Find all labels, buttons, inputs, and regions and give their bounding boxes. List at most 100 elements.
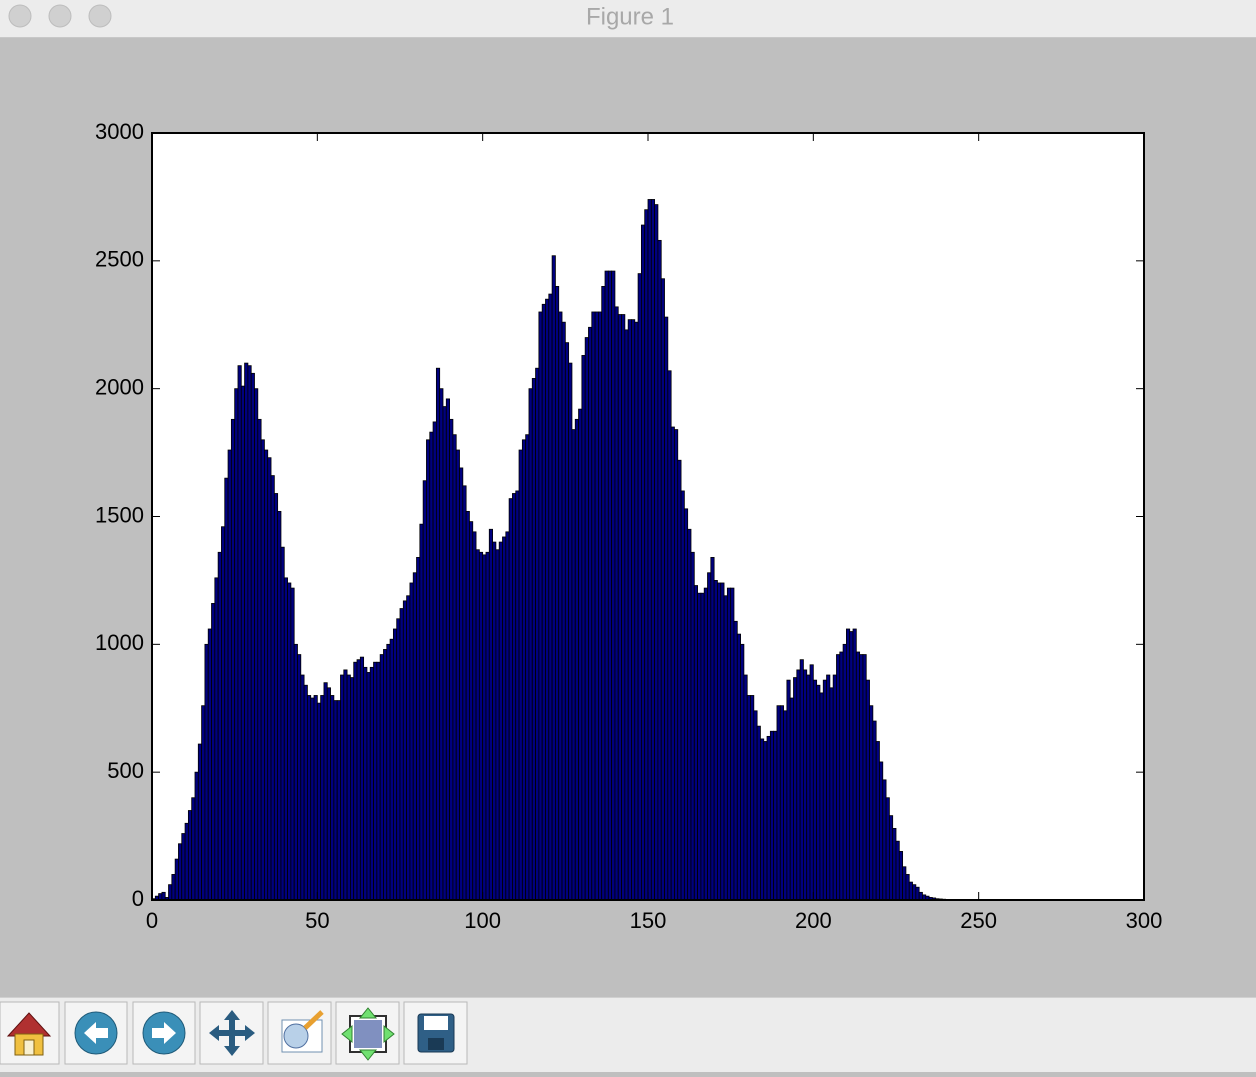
- bar: [354, 662, 357, 900]
- bar: [840, 652, 843, 900]
- bar: [466, 511, 469, 900]
- bar: [314, 695, 317, 900]
- x-tick-label: 50: [305, 908, 329, 933]
- bar: [694, 586, 697, 900]
- bar: [370, 667, 373, 900]
- bar: [658, 240, 661, 900]
- bar: [793, 678, 796, 900]
- bar: [281, 547, 284, 900]
- bar: [258, 419, 261, 900]
- bar: [810, 665, 813, 900]
- bar: [760, 739, 763, 900]
- bar: [582, 355, 585, 900]
- bar: [572, 430, 575, 900]
- bar: [483, 555, 486, 900]
- bar: [879, 762, 882, 900]
- bar: [506, 532, 509, 900]
- bar: [496, 550, 499, 900]
- bar: [413, 573, 416, 900]
- bar: [575, 419, 578, 900]
- bar: [602, 286, 605, 900]
- zoom-button[interactable]: [89, 5, 111, 27]
- bar: [274, 493, 277, 900]
- bar: [202, 706, 205, 900]
- y-tick-label: 1000: [95, 630, 144, 655]
- bar: [327, 688, 330, 900]
- bar: [873, 721, 876, 900]
- window-title: Figure 1: [586, 3, 674, 30]
- save-button[interactable]: [404, 1002, 467, 1064]
- configure-button[interactable]: [336, 1002, 399, 1064]
- bar: [711, 557, 714, 900]
- bar: [162, 892, 165, 900]
- bar: [893, 828, 896, 900]
- bar: [407, 596, 410, 900]
- pan-button[interactable]: [200, 1002, 263, 1064]
- bar: [853, 629, 856, 900]
- bar: [661, 279, 664, 900]
- bar: [896, 841, 899, 900]
- bar: [704, 588, 707, 900]
- bar: [651, 199, 654, 900]
- bar: [198, 744, 201, 900]
- bar: [823, 680, 826, 900]
- bar: [499, 542, 502, 900]
- bar: [344, 670, 347, 900]
- x-tick-label: 100: [464, 908, 501, 933]
- bar: [916, 887, 919, 900]
- minimize-button[interactable]: [49, 5, 71, 27]
- bar: [886, 798, 889, 900]
- bar: [701, 593, 704, 900]
- bar: [545, 299, 548, 900]
- bar: [248, 366, 251, 900]
- bar: [870, 706, 873, 900]
- bar: [241, 386, 244, 900]
- bar: [410, 583, 413, 900]
- bar: [284, 578, 287, 900]
- bar: [463, 486, 466, 900]
- bar: [638, 274, 641, 900]
- zoom-rect-button[interactable]: [268, 1002, 331, 1064]
- bar: [446, 399, 449, 900]
- bar: [169, 885, 172, 900]
- back-button[interactable]: [65, 1002, 127, 1064]
- bar: [526, 435, 529, 900]
- bar: [688, 529, 691, 900]
- bar: [747, 695, 750, 900]
- bar: [883, 780, 886, 900]
- bar: [291, 588, 294, 900]
- bar: [367, 672, 370, 900]
- bar: [731, 588, 734, 900]
- bar: [605, 271, 608, 900]
- bar: [612, 271, 615, 900]
- bar: [503, 537, 506, 900]
- bar: [734, 621, 737, 900]
- bar: [433, 422, 436, 900]
- bar: [836, 655, 839, 900]
- close-button[interactable]: [9, 5, 31, 27]
- bar: [622, 315, 625, 900]
- bar: [721, 583, 724, 900]
- bar: [393, 629, 396, 900]
- bar: [311, 698, 314, 900]
- bar: [271, 476, 274, 900]
- bar: [512, 493, 515, 900]
- bar: [698, 593, 701, 900]
- bar: [800, 660, 803, 900]
- bar: [774, 731, 777, 900]
- bar: [684, 509, 687, 900]
- forward-button[interactable]: [133, 1002, 195, 1064]
- bar: [807, 675, 810, 900]
- bar: [856, 652, 859, 900]
- bar: [208, 629, 211, 900]
- y-tick-label: 0: [132, 886, 144, 911]
- bar: [255, 389, 258, 900]
- bar: [334, 701, 337, 900]
- bar: [787, 680, 790, 900]
- x-tick-label: 250: [960, 908, 997, 933]
- bar: [307, 695, 310, 900]
- bar: [321, 695, 324, 900]
- home-button[interactable]: [0, 1002, 59, 1064]
- y-tick-label: 1500: [95, 502, 144, 527]
- y-tick-label: 2500: [95, 247, 144, 272]
